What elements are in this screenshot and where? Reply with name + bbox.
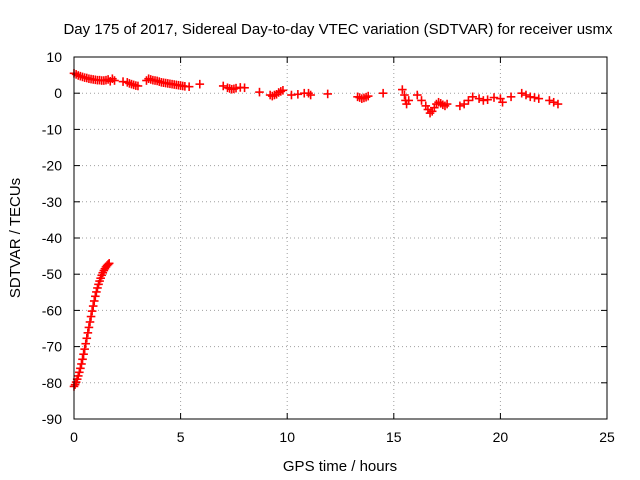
x-axis-label: GPS time / hours xyxy=(283,458,397,475)
x-tick-label: 0 xyxy=(70,429,78,445)
data-point xyxy=(82,333,92,343)
data-point xyxy=(278,86,288,95)
data-point xyxy=(75,368,84,377)
x-tick-label: 10 xyxy=(279,429,295,445)
data-point xyxy=(92,287,101,297)
data-point xyxy=(404,96,414,105)
data-points xyxy=(69,68,563,391)
data-point xyxy=(73,371,83,381)
y-tick-label: -80 xyxy=(42,375,62,391)
plot-frame xyxy=(73,56,608,420)
data-point xyxy=(110,76,119,85)
chart-title: Day 175 of 2017, Sidereal Day-to-day VTE… xyxy=(63,21,613,38)
data-point xyxy=(84,323,94,332)
data-point xyxy=(240,83,249,93)
y-tick-label: -50 xyxy=(42,266,62,282)
data-point xyxy=(91,291,100,301)
data-point xyxy=(79,349,88,359)
y-tick-label: 0 xyxy=(54,85,62,101)
data-point xyxy=(293,89,303,99)
data-point xyxy=(93,283,102,293)
data-point xyxy=(553,99,563,109)
data-point xyxy=(80,344,89,354)
axis-ticks: 0 5 10 15 20 25 10 0 -10 -20 -30 -40 -50 -60 -70 -80 -90 xyxy=(42,49,615,445)
data-point xyxy=(534,94,544,103)
data-point xyxy=(184,82,194,91)
y-tick-label: -90 xyxy=(42,411,62,427)
data-point xyxy=(489,93,499,102)
data-point xyxy=(87,306,97,316)
data-point xyxy=(498,97,507,107)
data-point xyxy=(464,96,473,105)
data-point xyxy=(89,296,99,306)
data-point xyxy=(83,328,93,338)
data-point xyxy=(483,95,492,105)
data-point xyxy=(94,280,103,289)
data-point xyxy=(459,99,469,109)
data-point xyxy=(442,99,452,109)
data-point xyxy=(398,85,407,94)
data-point xyxy=(530,93,539,102)
data-point xyxy=(468,92,477,102)
data-point xyxy=(133,81,143,91)
y-tick-label: -40 xyxy=(42,230,62,246)
y-tick-label: -60 xyxy=(42,302,62,318)
y-tick-label: 10 xyxy=(46,49,62,65)
data-point xyxy=(88,301,98,311)
y-tick-label: -20 xyxy=(42,158,62,174)
data-point xyxy=(85,317,95,327)
x-tick-label: 5 xyxy=(177,429,185,445)
data-point xyxy=(255,87,264,97)
data-point xyxy=(417,96,426,105)
data-point xyxy=(86,312,96,321)
data-point xyxy=(76,364,85,373)
data-point xyxy=(412,90,422,100)
data-point xyxy=(323,89,333,99)
data-point xyxy=(400,90,409,100)
data-point xyxy=(378,88,388,98)
data-point xyxy=(306,90,315,100)
data-point xyxy=(506,92,516,102)
data-point xyxy=(77,359,86,369)
y-axis-label: SDTVAR / TECUs xyxy=(7,178,24,298)
x-tick-label: 15 xyxy=(386,429,402,445)
data-point xyxy=(104,259,114,268)
data-point xyxy=(363,91,373,101)
x-tick-label: 20 xyxy=(493,429,509,445)
data-point xyxy=(195,79,205,89)
y-tick-label: -70 xyxy=(42,339,62,355)
x-tick-label: 25 xyxy=(599,429,615,445)
data-point xyxy=(72,374,82,384)
y-tick-label: -30 xyxy=(42,194,62,210)
y-tick-label: -10 xyxy=(42,121,62,137)
data-point xyxy=(81,339,91,349)
data-point xyxy=(103,260,113,269)
data-point xyxy=(78,354,87,364)
